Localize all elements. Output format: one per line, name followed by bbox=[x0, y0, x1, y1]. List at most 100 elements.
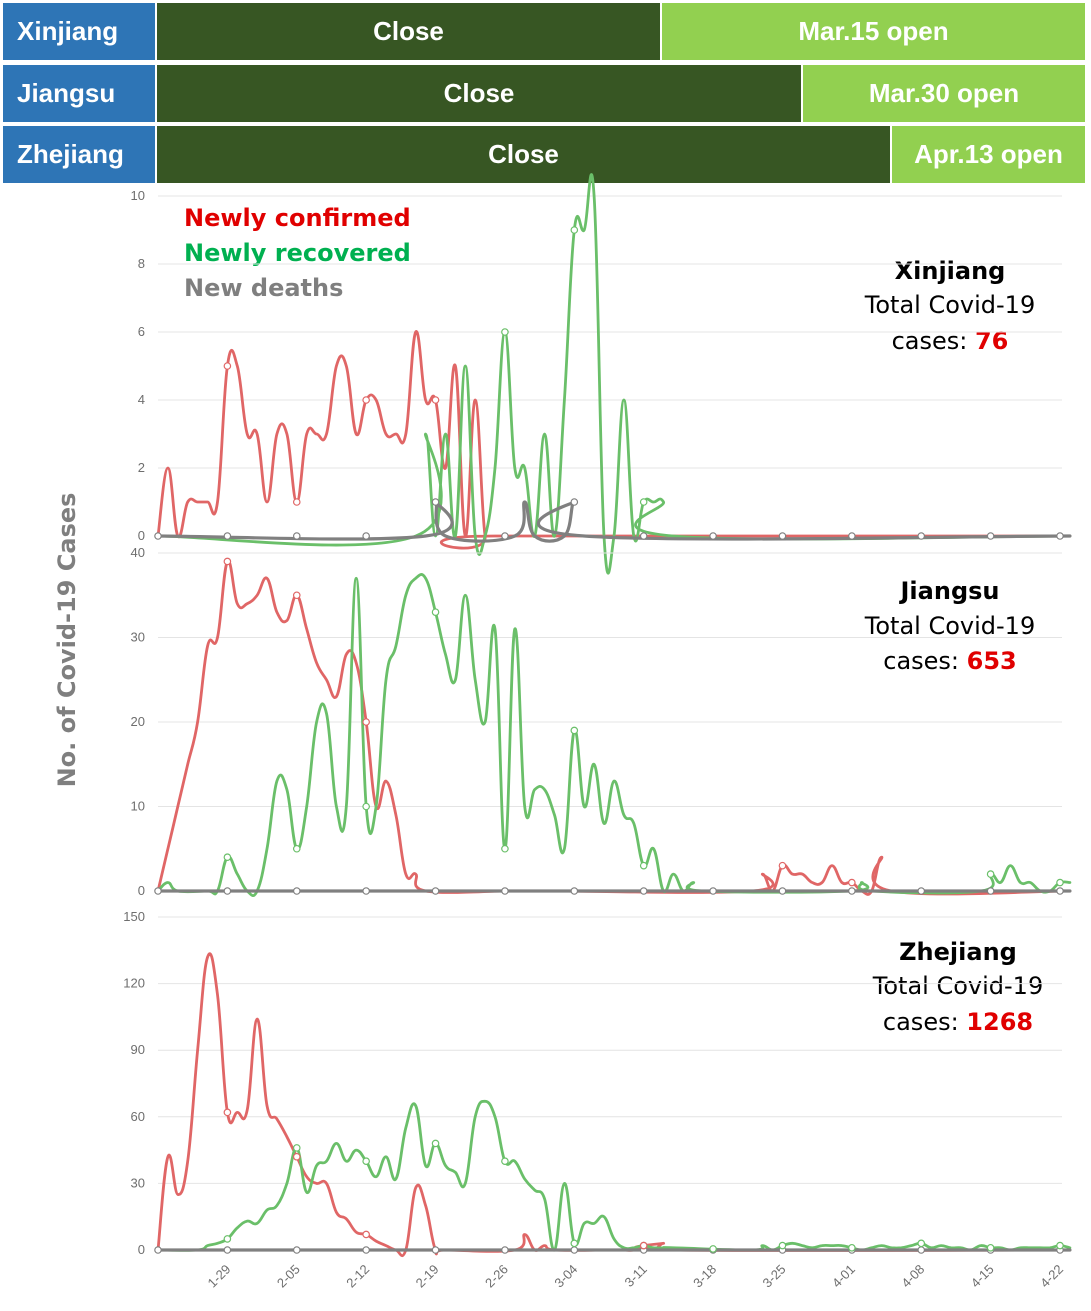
point-recovered-zhejiang bbox=[709, 1245, 717, 1253]
point-recovered-zhejiang bbox=[431, 1139, 440, 1148]
y-tick-xinjiang: 6 bbox=[138, 324, 145, 339]
y-tick-zhejiang: 30 bbox=[131, 1175, 145, 1190]
y-tick-xinjiang: 8 bbox=[138, 256, 145, 271]
annotation-zhejiang: Zhejiang Total Covid-19 cases: 1268 bbox=[872, 938, 1043, 1036]
annotation-region-jiangsu: Jiangsu bbox=[899, 577, 1000, 605]
x-tick-label: 2-26 bbox=[482, 1262, 511, 1291]
point-deaths-jiangsu bbox=[570, 887, 579, 895]
legend-newly-confirmed: Newly confirmed bbox=[184, 204, 411, 232]
point-deaths-jiangsu bbox=[639, 887, 648, 895]
point-deaths-jiangsu bbox=[154, 887, 162, 895]
point-deaths-jiangsu bbox=[362, 887, 370, 895]
point-confirmed-xinjiang bbox=[223, 362, 232, 370]
recovered-line-xinjiang bbox=[156, 173, 1072, 575]
y-tick-jiangsu: 40 bbox=[131, 545, 145, 560]
x-axis: 1-29 2-05 2-12 2-19 2-26 3-04 3-11 3-18 3-25 4-01… bbox=[204, 1262, 1066, 1291]
point-recovered-xinjiang bbox=[501, 328, 509, 336]
point-recovered-xinjiang bbox=[570, 226, 579, 234]
confirmed-line-jiangsu bbox=[156, 559, 1072, 896]
point-deaths-xinjiang bbox=[917, 532, 926, 540]
x-tick-label: 3-11 bbox=[621, 1262, 649, 1290]
point-deaths-xinjiang bbox=[223, 532, 232, 540]
point-recovered-zhejiang bbox=[362, 1157, 370, 1166]
point-deaths-zhejiang bbox=[223, 1246, 232, 1254]
point-recovered-zhejiang bbox=[848, 1243, 856, 1252]
point-deaths-xinjiang bbox=[1056, 532, 1064, 540]
point-deaths-jiangsu bbox=[223, 887, 232, 895]
point-deaths-xinjiang bbox=[501, 532, 509, 540]
y-tick-zhejiang: 0 bbox=[138, 1242, 145, 1257]
point-deaths-xinjiang bbox=[709, 532, 717, 540]
annotation-line1-jiangsu: Total Covid-19 bbox=[864, 612, 1035, 640]
legend-newly-recovered: Newly recovered bbox=[184, 239, 411, 267]
point-deaths-jiangsu bbox=[848, 887, 856, 895]
legend-new-deaths: New deaths bbox=[184, 274, 343, 302]
point-confirmed-jiangsu bbox=[848, 878, 856, 887]
confirmed-line-xinjiang bbox=[156, 330, 1072, 550]
annotation-total-xinjiang: 76 bbox=[975, 327, 1008, 355]
point-recovered-jiangsu bbox=[1056, 878, 1064, 887]
x-tick-label: 2-05 bbox=[274, 1262, 303, 1291]
point-confirmed-xinjiang bbox=[362, 396, 370, 404]
y-tick-jiangsu: 0 bbox=[138, 883, 145, 898]
annotation-jiangsu: Jiangsu Total Covid-19 cases: 653 bbox=[864, 577, 1035, 675]
timeline-row-jiangsu: Jiangsu Close Mar.30 open bbox=[0, 64, 1091, 123]
x-tick-label: 4-08 bbox=[898, 1262, 927, 1291]
region-label-jiangsu: Jiangsu bbox=[2, 64, 156, 123]
annotation-line1-xinjiang: Total Covid-19 bbox=[864, 291, 1035, 319]
close-period-zhejiang: Close bbox=[156, 125, 891, 184]
point-deaths-xinjiang bbox=[570, 498, 579, 506]
point-recovered-jiangsu bbox=[570, 726, 579, 735]
y-tick-jiangsu: 10 bbox=[131, 799, 145, 814]
x-tick-label: 3-04 bbox=[551, 1262, 580, 1291]
open-period-zhejiang: Apr.13 open bbox=[891, 125, 1086, 184]
chart-panels: 0 2 4 6 8 10 0 10 20 30 40 0 30 60 90 120 150 bbox=[123, 173, 1072, 1258]
open-period-jiangsu: Mar.30 open bbox=[802, 64, 1086, 123]
point-deaths-zhejiang bbox=[154, 1246, 162, 1254]
point-recovered-jiangsu bbox=[292, 844, 301, 853]
legend: Newly confirmed Newly recovered New deat… bbox=[184, 204, 411, 302]
point-confirmed-jiangsu bbox=[292, 591, 301, 600]
point-deaths-xinjiang bbox=[986, 532, 995, 540]
annotation-line2-jiangsu: cases: 653 bbox=[883, 647, 1017, 675]
point-deaths-zhejiang bbox=[917, 1246, 926, 1254]
region-label-xinjiang: Xinjiang bbox=[2, 2, 156, 61]
point-confirmed-jiangsu bbox=[223, 557, 232, 566]
point-deaths-zhejiang bbox=[292, 1246, 301, 1254]
point-confirmed-xinjiang bbox=[292, 498, 301, 506]
close-period-jiangsu: Close bbox=[156, 64, 802, 123]
point-recovered-jiangsu bbox=[639, 861, 648, 870]
y-tick-jiangsu: 20 bbox=[131, 714, 145, 729]
point-deaths-zhejiang bbox=[570, 1246, 579, 1254]
point-recovered-xinjiang bbox=[639, 498, 648, 506]
annotation-cases-label-zhejiang: cases: bbox=[883, 1008, 966, 1036]
annotation-xinjiang: Xinjiang Total Covid-19 cases: 76 bbox=[864, 257, 1035, 355]
point-recovered-jiangsu bbox=[986, 870, 995, 878]
annotation-cases-label-jiangsu: cases: bbox=[883, 647, 966, 675]
point-recovered-zhejiang bbox=[1056, 1241, 1064, 1250]
point-deaths-jiangsu bbox=[501, 887, 509, 895]
point-deaths-xinjiang bbox=[639, 532, 648, 540]
x-tick-label: 1-29 bbox=[204, 1262, 233, 1291]
x-tick-label: 2-19 bbox=[413, 1262, 442, 1291]
point-confirmed-zhejiang bbox=[639, 1241, 648, 1250]
point-recovered-jiangsu bbox=[501, 844, 509, 853]
point-recovered-zhejiang bbox=[778, 1241, 787, 1250]
point-deaths-xinjiang bbox=[292, 532, 301, 540]
point-recovered-zhejiang bbox=[501, 1157, 509, 1166]
x-tick-label: 4-01 bbox=[829, 1262, 858, 1291]
timeline-row-zhejiang: Zhejiang Close Apr.13 open bbox=[0, 125, 1091, 184]
annotation-total-zhejiang: 1268 bbox=[966, 1008, 1033, 1036]
close-period-xinjiang: Close bbox=[156, 2, 661, 61]
annotation-total-jiangsu: 653 bbox=[967, 647, 1017, 675]
panel-jiangsu: 0 10 20 30 40 bbox=[131, 545, 1072, 898]
annotation-cases-label-xinjiang: cases: bbox=[892, 327, 975, 355]
y-axis-label: No. of Covid-19 Cases bbox=[53, 493, 81, 788]
panel-xinjiang: 0 2 4 6 8 10 bbox=[131, 173, 1072, 575]
annotation-line2-xinjiang: cases: 76 bbox=[892, 327, 1009, 355]
point-confirmed-xinjiang bbox=[431, 396, 440, 404]
point-deaths-xinjiang bbox=[431, 498, 440, 506]
point-confirmed-zhejiang bbox=[223, 1108, 232, 1117]
y-tick-xinjiang: 10 bbox=[131, 188, 145, 203]
